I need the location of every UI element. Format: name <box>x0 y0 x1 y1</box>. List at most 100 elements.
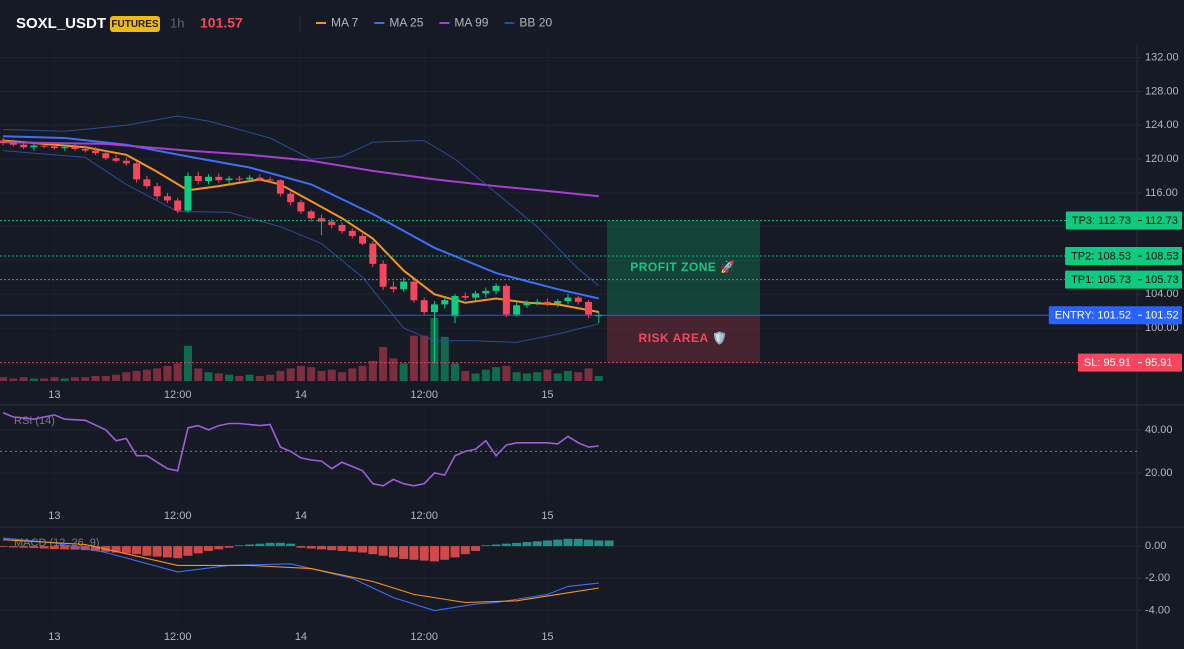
volume-bar <box>584 368 593 381</box>
histogram-bar <box>214 546 224 550</box>
candle-body <box>317 218 325 222</box>
volume-bar <box>451 363 460 381</box>
x-tick-label: 12:00 <box>410 510 438 522</box>
histogram-bar <box>193 546 203 554</box>
legend-label: MA 25 <box>389 16 423 30</box>
volume-bar <box>153 368 162 381</box>
volume-bar <box>327 369 336 381</box>
candle-body <box>122 160 130 164</box>
y-tick-label: 0.00 <box>1145 540 1166 552</box>
histogram-bar <box>132 546 142 555</box>
volume-bar <box>296 365 305 381</box>
x-tick-label: 15 <box>541 631 553 643</box>
candle-body <box>297 202 305 212</box>
legend-label: MA 7 <box>331 16 359 30</box>
candle-body <box>133 163 141 180</box>
volume-bar <box>420 335 429 381</box>
level-label: TP1: 105.73 <box>1071 274 1131 286</box>
histogram-bar <box>471 546 481 551</box>
x-tick-label: 13 <box>48 389 60 401</box>
y-tick-label: 116.00 <box>1145 187 1178 199</box>
candle-body <box>50 146 58 149</box>
histogram-bar <box>553 539 563 547</box>
volume-bar <box>317 370 326 381</box>
y-tick-label: 100.00 <box>1145 322 1179 334</box>
volume-bar <box>50 377 59 381</box>
volume-bar <box>379 346 388 381</box>
legend-label: BB 20 <box>519 16 552 30</box>
histogram-bar <box>8 546 18 548</box>
histogram-bar <box>0 546 8 547</box>
histogram-bar <box>204 546 214 551</box>
badge-bg <box>110 16 160 32</box>
volume-bar <box>512 372 521 381</box>
histogram-bar <box>584 539 594 547</box>
histogram-bar <box>378 546 388 556</box>
volume-bar <box>543 369 552 381</box>
level-value: 101.52 <box>1145 310 1179 322</box>
y-tick-label: -2.00 <box>1145 572 1170 584</box>
histogram-bar <box>419 546 429 561</box>
candle-body <box>492 285 500 291</box>
candle-body <box>430 304 438 313</box>
volume-bar <box>553 373 562 381</box>
x-tick-label: 14 <box>295 510 307 522</box>
histogram-bar <box>316 546 326 550</box>
volume-bar <box>563 370 572 381</box>
histogram-bar <box>39 546 49 549</box>
histogram-bar <box>224 546 234 548</box>
histogram-bar <box>501 543 511 547</box>
histogram-bar <box>347 546 357 552</box>
volume-bar <box>389 358 398 381</box>
volume-bar <box>399 363 408 381</box>
histogram-bar <box>388 546 398 558</box>
x-tick-label: 12:00 <box>164 389 192 401</box>
candle-body <box>276 180 284 194</box>
candle-body <box>533 301 541 303</box>
histogram-bar <box>70 546 80 550</box>
candle-body <box>205 176 213 182</box>
candle-body <box>400 281 408 290</box>
candle-body <box>420 300 428 313</box>
volume-bar <box>440 336 449 381</box>
histogram-bar <box>409 546 419 560</box>
histogram-bar <box>542 540 552 547</box>
candle-body <box>523 302 531 306</box>
indicator-line <box>3 537 599 612</box>
y-tick-label: 128.00 <box>1145 85 1179 97</box>
volume-bar <box>307 367 316 381</box>
histogram-bar <box>29 546 39 549</box>
candle-body <box>40 145 48 147</box>
x-tick-label: 12:00 <box>410 631 438 643</box>
candle-body <box>389 286 397 290</box>
level-tag <box>1048 306 1182 325</box>
candle-body <box>482 290 490 294</box>
histogram-bar <box>573 538 583 547</box>
candle-body <box>502 285 510 315</box>
histogram-bar <box>245 544 255 547</box>
histogram-bar <box>358 546 368 553</box>
badge: FUTURES <box>111 19 159 30</box>
level-tag <box>1065 211 1182 230</box>
x-tick-label: 12:00 <box>164 631 192 643</box>
pane: 100.00104.00108.00112.00116.00120.00124.… <box>0 45 1182 401</box>
volume-bar <box>286 368 295 381</box>
candle-body <box>256 177 264 180</box>
x-tick-label: 15 <box>541 510 553 522</box>
histogram-bar <box>440 546 450 560</box>
candle-body <box>102 153 110 159</box>
level-label: ENTRY: 101.52 <box>1055 310 1131 322</box>
zone <box>607 315 760 363</box>
x-tick-label: 13 <box>48 510 60 522</box>
indicator-line <box>3 115 600 287</box>
histogram-bar <box>563 538 573 547</box>
histogram-bar <box>162 546 172 558</box>
y-tick-label: 104.00 <box>1145 288 1179 300</box>
volume-bar <box>368 360 377 381</box>
histogram-bar <box>491 544 501 547</box>
last-price: 101.57 <box>200 15 243 31</box>
legend: MA 7 MA 25 MA 99 BB 20 <box>316 16 552 30</box>
histogram-bar <box>594 540 604 547</box>
volume-bar <box>81 377 90 381</box>
